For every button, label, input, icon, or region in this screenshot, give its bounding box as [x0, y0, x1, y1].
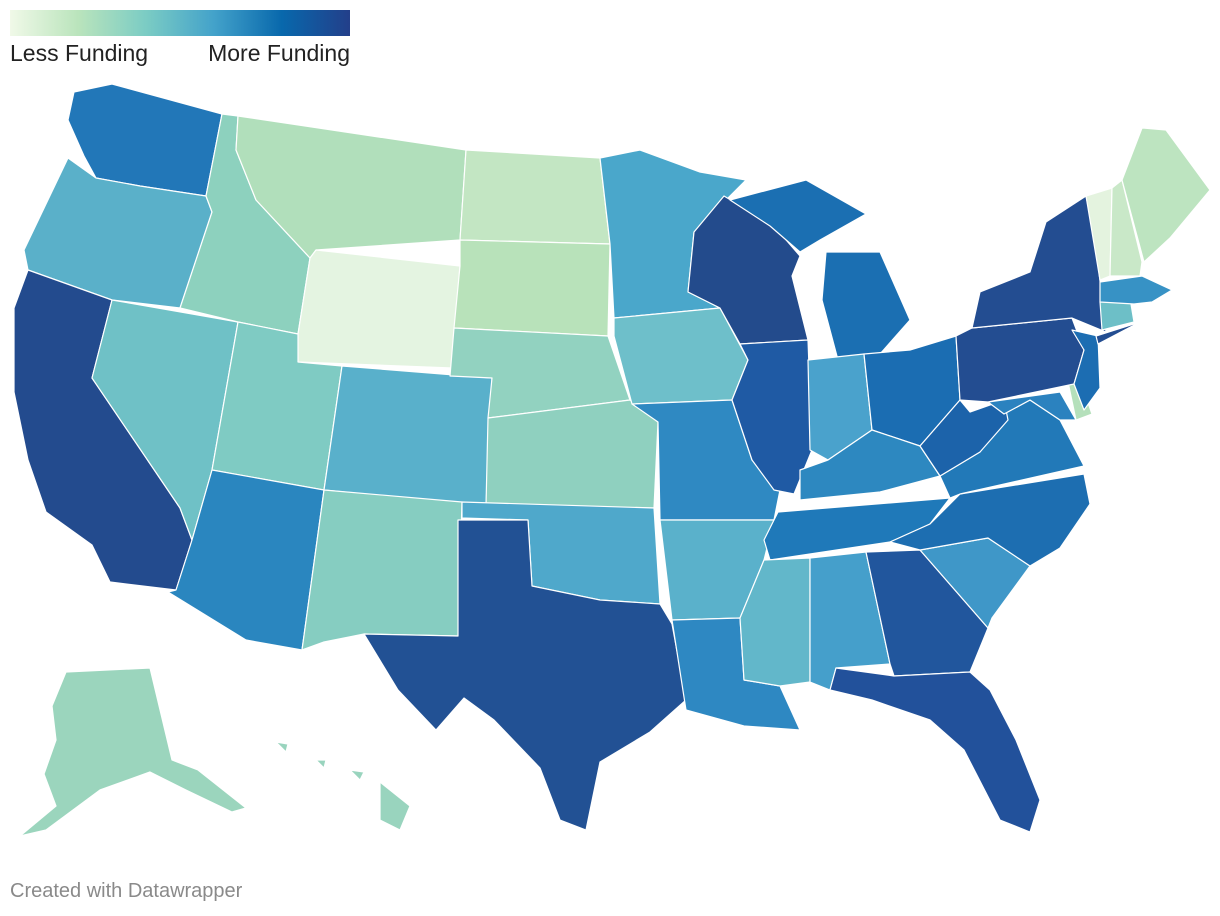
- legend-high-label: More Funding: [208, 40, 350, 66]
- state-nd[interactable]: [459, 149, 611, 245]
- state-co[interactable]: [323, 365, 493, 507]
- credit-text: Created with Datawrapper: [10, 880, 243, 902]
- state-ks[interactable]: [485, 399, 659, 509]
- state-nc[interactable]: [889, 473, 1091, 567]
- state-ak[interactable]: [19, 667, 247, 837]
- state-pa[interactable]: [955, 317, 1085, 403]
- legend-low-label: Less Funding: [10, 40, 149, 66]
- state-tx[interactable]: [363, 519, 687, 831]
- state-sd[interactable]: [453, 239, 611, 337]
- state-md[interactable]: [987, 391, 1077, 421]
- state-nm[interactable]: [301, 489, 463, 651]
- state-hi[interactable]: [275, 741, 411, 831]
- state-vt[interactable]: [1085, 187, 1113, 281]
- color-scale-bar: [10, 10, 350, 36]
- state-wy[interactable]: [297, 249, 461, 369]
- state-nh[interactable]: [1109, 179, 1143, 277]
- color-legend: Less Funding More Funding: [10, 10, 350, 67]
- state-me[interactable]: [1121, 127, 1211, 263]
- legend-labels: Less Funding More Funding: [10, 40, 350, 67]
- state-fl[interactable]: [829, 667, 1041, 833]
- state-ma[interactable]: [1099, 275, 1173, 305]
- us-choropleth-map: [13, 83, 1211, 837]
